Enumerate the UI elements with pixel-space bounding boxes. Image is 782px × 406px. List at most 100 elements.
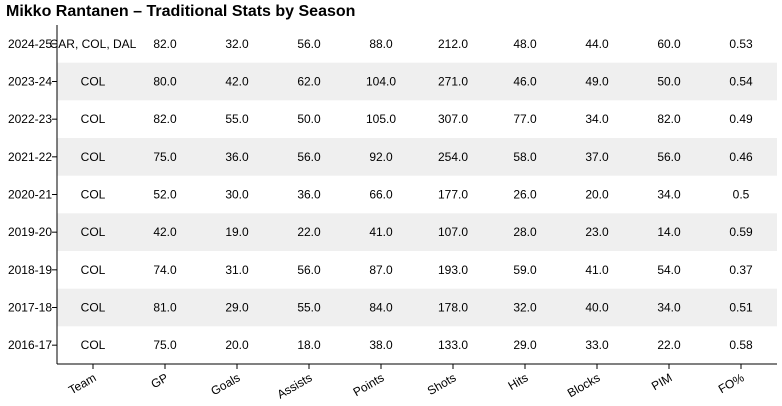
table-cell: 33.0: [585, 338, 609, 352]
table-cell: 37.0: [585, 150, 609, 164]
table-cell: 54.0: [657, 263, 681, 277]
table-cell: 56.0: [657, 150, 681, 164]
table-cell: 22.0: [297, 225, 321, 239]
table-cell: 307.0: [438, 112, 468, 126]
table-cell: 81.0: [153, 301, 177, 315]
table-cell: COL: [81, 225, 106, 239]
y-tick-label: 2018-19: [8, 263, 52, 277]
table-cell: 0.49: [729, 112, 753, 126]
table-cell: 34.0: [585, 112, 609, 126]
table-cell: 48.0: [513, 37, 537, 51]
table-cell: 82.0: [153, 37, 177, 51]
table-cell: 0.54: [729, 75, 753, 89]
row-stripe: [57, 213, 777, 251]
x-tick-label: GP: [148, 370, 170, 391]
y-tick-label: 2022-23: [8, 112, 52, 126]
y-tick-label: 2016-17: [8, 338, 52, 352]
table-cell: 87.0: [369, 263, 393, 277]
table-cell: 58.0: [513, 150, 537, 164]
x-tick-label: Shots: [425, 370, 459, 397]
table-cell: 28.0: [513, 225, 537, 239]
table-cell: 75.0: [153, 338, 177, 352]
table-cell: CAR, COL, DAL: [50, 37, 137, 51]
table-cell: 52.0: [153, 188, 177, 202]
table-cell: 104.0: [366, 75, 396, 89]
table-cell: 105.0: [366, 112, 396, 126]
table-cell: 193.0: [438, 263, 468, 277]
table-cell: COL: [81, 112, 106, 126]
table-cell: 212.0: [438, 37, 468, 51]
table-cell: 20.0: [225, 338, 249, 352]
table-cell: 0.5: [733, 188, 750, 202]
table-cell: 82.0: [153, 112, 177, 126]
table-cell: 133.0: [438, 338, 468, 352]
table-cell: 32.0: [513, 301, 537, 315]
table-cell: 0.58: [729, 338, 753, 352]
table-cell: 18.0: [297, 338, 321, 352]
table-cell: 0.37: [729, 263, 753, 277]
table-cell: 0.46: [729, 150, 753, 164]
x-tick-label: Goals: [208, 370, 242, 398]
row-stripe: [57, 288, 777, 327]
table-cell: 22.0: [657, 338, 681, 352]
table-cell: 56.0: [297, 37, 321, 51]
table-cell: 271.0: [438, 75, 468, 89]
table-cell: 82.0: [657, 112, 681, 126]
table-cell: 36.0: [225, 150, 249, 164]
x-tick-label: PIM: [649, 370, 674, 393]
table-cell: 60.0: [657, 37, 681, 51]
table-cell: 62.0: [297, 75, 321, 89]
table-cell: 55.0: [225, 112, 249, 126]
x-tick-label: Assists: [275, 370, 315, 401]
table-cell: COL: [81, 188, 106, 202]
table-cell: 40.0: [585, 301, 609, 315]
table-cell: COL: [81, 75, 106, 89]
table-cell: 32.0: [225, 37, 249, 51]
table-cell: 66.0: [369, 188, 393, 202]
y-tick-label: 2019-20: [8, 225, 52, 239]
table-cell: 49.0: [585, 75, 609, 89]
x-tick-label: Hits: [506, 370, 531, 392]
table-cell: 0.59: [729, 225, 753, 239]
table-cell: 42.0: [225, 75, 249, 89]
y-tick-label: 2024-25: [8, 37, 52, 51]
table-cell: 77.0: [513, 112, 537, 126]
table-cell: 41.0: [585, 263, 609, 277]
table-cell: 30.0: [225, 188, 249, 202]
table-cell: COL: [81, 150, 106, 164]
table-cell: 50.0: [657, 75, 681, 89]
x-tick-label: FO%: [716, 370, 747, 396]
table-cell: 14.0: [657, 225, 681, 239]
row-stripe: [57, 62, 777, 101]
table-cell: 38.0: [369, 338, 393, 352]
table-cell: 56.0: [297, 263, 321, 277]
table-cell: 20.0: [585, 188, 609, 202]
table-cell: 29.0: [225, 301, 249, 315]
table-cell: 177.0: [438, 188, 468, 202]
table-cell: 41.0: [369, 225, 393, 239]
table-cell: COL: [81, 338, 106, 352]
table-cell: 26.0: [513, 188, 537, 202]
y-tick-label: 2021-22: [8, 150, 52, 164]
y-tick-label: 2020-21: [8, 188, 52, 202]
table-cell: COL: [81, 301, 106, 315]
table-cell: 29.0: [513, 338, 537, 352]
table-cell: 19.0: [225, 225, 249, 239]
table-cell: 44.0: [585, 37, 609, 51]
x-tick-label: Team: [66, 370, 98, 397]
table-cell: 31.0: [225, 263, 249, 277]
x-tick-label: Blocks: [565, 370, 603, 400]
table-cell: 55.0: [297, 301, 321, 315]
table-cell: 59.0: [513, 263, 537, 277]
table-cell: 254.0: [438, 150, 468, 164]
table-cell: 80.0: [153, 75, 177, 89]
table-cell: COL: [81, 263, 106, 277]
y-tick-label: 2017-18: [8, 301, 52, 315]
table-cell: 50.0: [297, 112, 321, 126]
x-tick-label: Points: [351, 370, 387, 399]
table-cell: 36.0: [297, 188, 321, 202]
table-cell: 178.0: [438, 301, 468, 315]
table-cell: 42.0: [153, 225, 177, 239]
table-cell: 88.0: [369, 37, 393, 51]
